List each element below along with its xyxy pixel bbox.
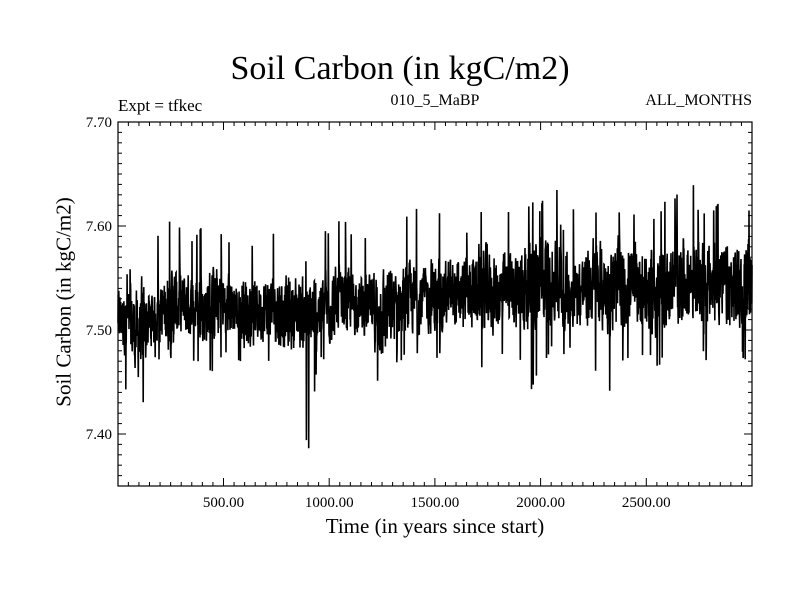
series-line (117, 185, 753, 449)
months-label: ALL_MONTHS (645, 92, 752, 109)
experiment-label: Expt = tfkec (118, 96, 203, 115)
x-tick-label: 2500.00 (622, 495, 671, 511)
x-tick-label: 1000.00 (305, 495, 354, 511)
x-tick-label: 2000.00 (516, 495, 565, 511)
y-tick-label: 7.70 (86, 115, 112, 131)
y-tick-label: 7.60 (86, 219, 112, 235)
series-layer (117, 185, 753, 449)
period-label: 010_5_MaBP (390, 92, 480, 109)
y-tick-label: 7.50 (86, 323, 112, 339)
x-tick-label: 1500.00 (411, 495, 460, 511)
x-tick-label: 500.00 (203, 495, 244, 511)
axes-layer: 500.00 1000.00 1500.00 2000.00 2500.00 7.40 7.… (86, 115, 753, 511)
y-axis-label: Soil Carbon (in kgC/m2) (51, 197, 76, 407)
x-axis-label: Time (in years since start) (325, 514, 545, 538)
chart-title: Soil Carbon (in kgC/m2) (230, 50, 570, 87)
y-tick-label: 7.40 (86, 427, 112, 443)
